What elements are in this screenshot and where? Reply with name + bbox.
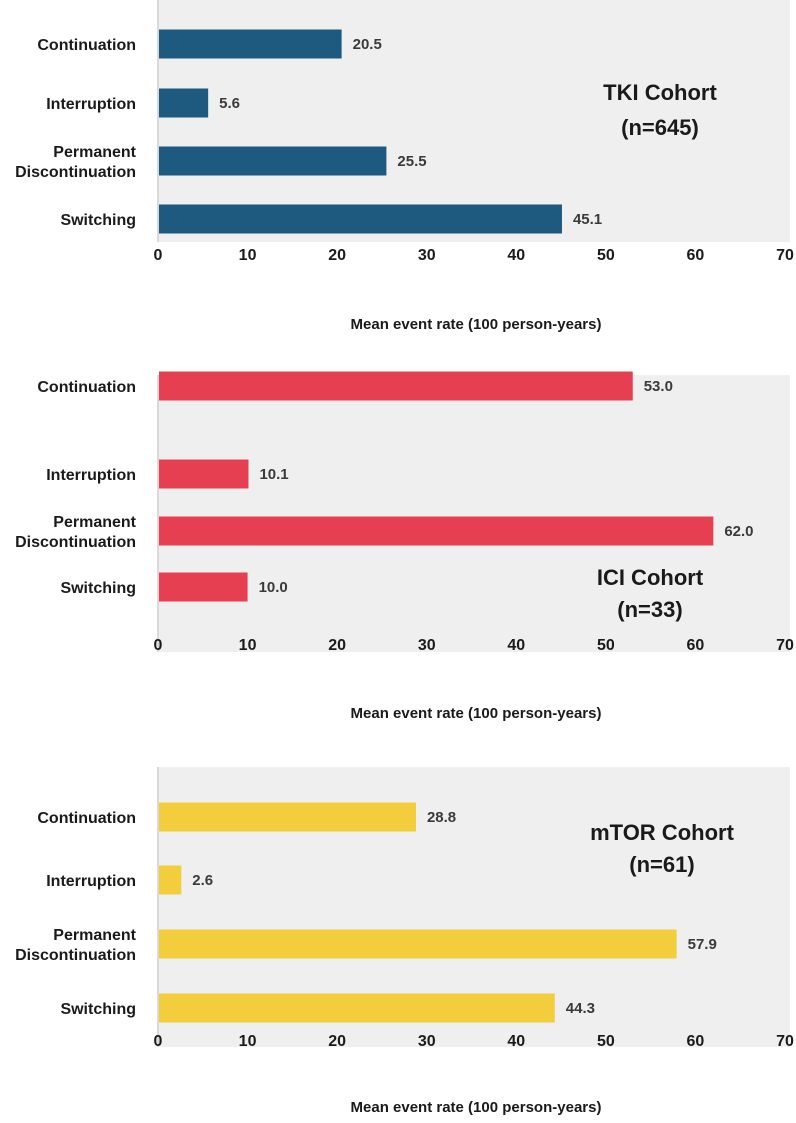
cohort-annotation: mTOR Cohort — [590, 820, 734, 845]
x-tick-label: 0 — [154, 637, 163, 654]
x-tick-label: 0 — [154, 247, 163, 264]
x-tick-label: 70 — [776, 1033, 794, 1050]
category-label: Interruption — [46, 96, 136, 113]
plot-background — [158, 375, 790, 652]
x-axis-title: Mean event rate (100 person-years) — [351, 316, 602, 333]
bar-value-label: 10.0 — [259, 579, 288, 596]
bar-interruption — [159, 865, 182, 895]
bar-continuation — [159, 29, 342, 59]
bar-value-label: 10.1 — [259, 466, 288, 483]
bar-value-label: 2.6 — [192, 872, 213, 889]
x-tick-label: 10 — [239, 1033, 257, 1050]
bar-continuation — [159, 802, 416, 832]
bar-permanent-discontinuation — [159, 929, 677, 959]
bar-interruption — [159, 88, 209, 118]
x-tick-label: 20 — [328, 247, 346, 264]
x-tick-label: 0 — [154, 1033, 163, 1050]
bar-value-label: 28.8 — [427, 809, 456, 826]
bar-value-label: 62.0 — [724, 523, 753, 540]
x-tick-label: 40 — [507, 1033, 525, 1050]
x-tick-label: 70 — [776, 247, 794, 264]
x-tick-label: 30 — [418, 1033, 436, 1050]
category-label: Interruption — [46, 467, 136, 484]
category-label: Continuation — [37, 37, 136, 54]
bar-value-label: 44.3 — [566, 1000, 595, 1017]
bar-value-label: 45.1 — [573, 211, 602, 228]
bar-continuation — [159, 371, 633, 401]
cohort-annotation: TKI Cohort — [603, 80, 717, 105]
bar-interruption — [159, 459, 249, 489]
cohort-annotation: (n=645) — [621, 115, 699, 140]
bar-switching — [159, 993, 555, 1023]
x-tick-label: 60 — [687, 247, 705, 264]
bar-value-label: 25.5 — [397, 153, 426, 170]
bar-value-label: 5.6 — [219, 95, 240, 112]
category-label: Interruption — [46, 873, 136, 890]
chart-panel-1: 20.5 Continuation 5.6 Interruption 25.5 Perma… — [15, 0, 794, 333]
category-label: Permanent Discontinuation — [15, 514, 137, 551]
x-tick-label: 70 — [776, 637, 794, 654]
chart-panel-2: 53.0 Continuation 10.1 Interruption 62.0 Perm… — [15, 371, 794, 722]
bar-permanent-discontinuation — [159, 146, 387, 176]
x-axis-title: Mean event rate (100 person-years) — [351, 705, 602, 722]
bar-value-label: 20.5 — [353, 36, 382, 53]
x-tick-label: 60 — [687, 637, 705, 654]
bar-switching — [159, 572, 248, 602]
x-tick-label: 60 — [687, 1033, 705, 1050]
category-label: Permanent Discontinuation — [15, 927, 137, 964]
cohort-annotation: ICI Cohort — [597, 565, 704, 590]
bar-permanent-discontinuation — [159, 516, 714, 546]
category-label: Switching — [60, 580, 136, 597]
x-tick-label: 40 — [507, 247, 525, 264]
x-tick-label: 20 — [328, 1033, 346, 1050]
cohort-annotation: (n=61) — [629, 852, 694, 877]
x-tick-label: 10 — [239, 637, 257, 654]
bar-switching — [159, 204, 562, 234]
category-label: Continuation — [37, 379, 136, 396]
x-tick-label: 50 — [597, 247, 615, 264]
category-label: Switching — [60, 1001, 136, 1018]
category-label: Continuation — [37, 810, 136, 827]
chart-panel-3: 28.8 Continuation 2.6 Interruption 57.9 Perma… — [15, 767, 794, 1116]
x-tick-label: 50 — [597, 1033, 615, 1050]
x-tick-label: 40 — [507, 637, 525, 654]
x-tick-label: 30 — [418, 247, 436, 264]
x-tick-label: 30 — [418, 637, 436, 654]
x-tick-label: 20 — [328, 637, 346, 654]
category-label: Switching — [60, 212, 136, 229]
x-tick-label: 10 — [239, 247, 257, 264]
x-tick-label: 50 — [597, 637, 615, 654]
x-axis-title: Mean event rate (100 person-years) — [351, 1099, 602, 1116]
bar-value-label: 53.0 — [644, 378, 673, 395]
bar-value-label: 57.9 — [688, 936, 717, 953]
category-label: Permanent Discontinuation — [15, 144, 137, 181]
cohort-annotation: (n=33) — [617, 597, 682, 622]
